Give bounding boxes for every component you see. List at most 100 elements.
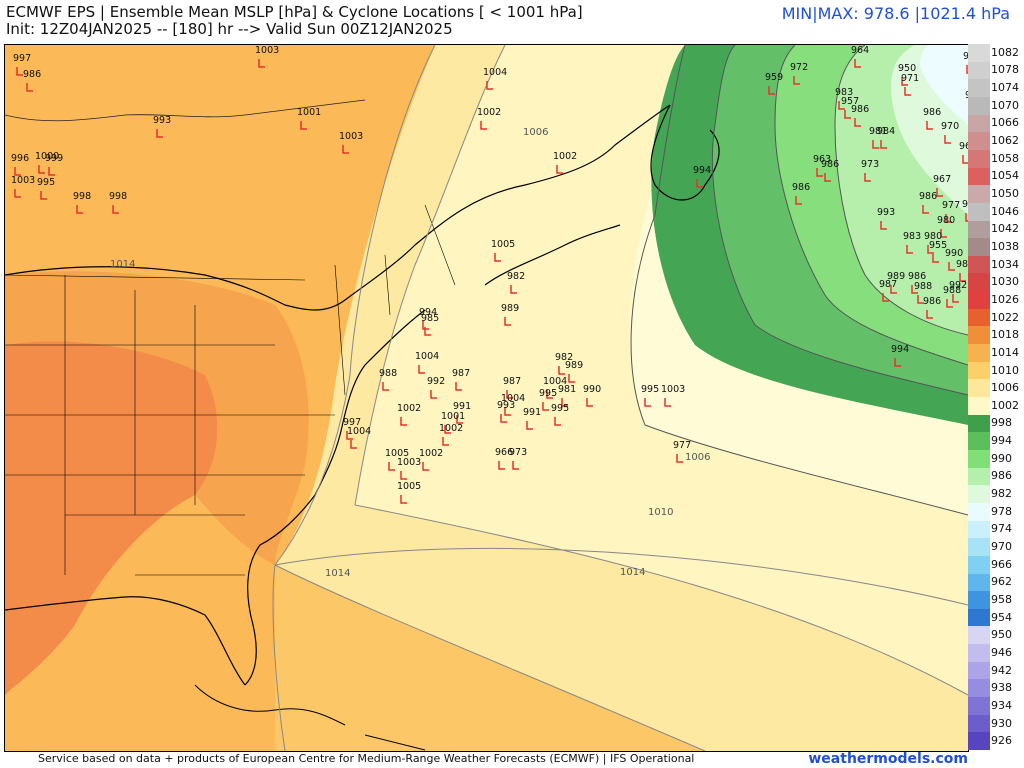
cyclone-pressure-label: 993 (497, 400, 515, 411)
legend-label: 950 (991, 628, 1012, 642)
cyclone-pressure-label: 1003 (339, 131, 363, 142)
cyclone-marker: 987 (879, 279, 897, 302)
cyclone-marker: 986 (851, 104, 869, 127)
cyclone-marker: 1001 (297, 107, 321, 130)
cyclone-marker: 981 (869, 126, 887, 149)
low-pressure-symbol (542, 402, 549, 411)
cyclone-pressure-label: 1002 (553, 151, 577, 162)
cyclone-marker: 997 (13, 53, 31, 76)
cyclone-pressure-label: 957 (841, 96, 859, 107)
cyclone-marker: 988 (379, 368, 397, 391)
low-pressure-symbol (894, 358, 901, 367)
legend-swatch (968, 255, 990, 274)
legend-label: 1010 (991, 363, 1019, 377)
cyclone-pressure-label: 997 (343, 417, 361, 428)
cyclone-pressure-label: 996 (11, 153, 29, 164)
cuba (194, 684, 346, 726)
cyclone-pressure-label: 1004 (415, 351, 439, 362)
low-pressure-symbol (932, 254, 939, 263)
low-pressure-symbol (864, 173, 871, 182)
low-pressure-symbol (456, 415, 463, 424)
cyclone-pressure-label: 995 (37, 177, 55, 188)
low-pressure-symbol (156, 129, 163, 138)
cyclone-marker: 1002 (397, 403, 421, 426)
cyclone-pressure-label: 982 (507, 271, 525, 282)
cyclone-pressure-label: 987 (503, 376, 521, 387)
low-pressure-symbol (906, 245, 913, 254)
cyclone-pressure-label: 950 (898, 63, 916, 74)
cyclone-pressure-label: 986 (923, 107, 941, 118)
cyclone-marker: 992 (427, 376, 445, 399)
low-pressure-symbol (500, 414, 507, 423)
low-pressure-symbol (965, 213, 968, 222)
cyclone-marker: 986 (923, 107, 941, 130)
cyclone-pressure-label: 986 (919, 191, 937, 202)
cyclone-marker: 989 (887, 271, 905, 294)
cyclone-marker: 981 (558, 384, 576, 407)
low-pressure-symbol (430, 390, 437, 399)
cyclone-marker: 986 (908, 271, 926, 294)
cyclone-marker: 1003 (661, 384, 685, 407)
cyclone-pressure-label: 984 (877, 126, 895, 137)
cyclone-marker: 986 (792, 182, 810, 205)
low-pressure-symbol (342, 145, 349, 154)
cyclone-marker: 988 (914, 281, 932, 304)
cyclone-pressure-label: 1005 (385, 448, 409, 459)
cyclone-marker: 977 (673, 440, 691, 463)
legend-swatch (968, 679, 990, 698)
cyclone-marker: 986 (919, 191, 937, 214)
cyclone-marker: 995 (641, 384, 659, 407)
low-pressure-symbol (556, 165, 563, 174)
cyclone-pressure-label: 994 (419, 307, 437, 318)
legend-swatch (968, 449, 990, 469)
low-pressure-symbol (959, 273, 966, 282)
map-title: ECMWF EPS | Ensemble Mean MSLP [hPa] & C… (6, 4, 583, 38)
low-pressure-symbol (586, 398, 593, 407)
cyclone-pressure-label: 1000 (35, 151, 59, 162)
cyclone-pressure-label: 989 (501, 303, 519, 314)
legend-swatch (968, 608, 990, 627)
cyclone-pressure-label: 986 (23, 69, 41, 80)
band-978 (920, 45, 968, 125)
cyclone-marker: 994 (693, 165, 711, 188)
low-pressure-symbol (824, 173, 831, 182)
low-pressure-symbol (26, 83, 33, 92)
cyclone-marker: 987 (452, 368, 470, 391)
cyclone-pressure-label: 994 (891, 344, 909, 355)
cyclone-pressure-label: 998 (73, 191, 91, 202)
cyclone-marker: 1005 (385, 448, 409, 471)
low-pressure-symbol (901, 77, 908, 86)
cyclone-marker: 1002 (477, 107, 501, 130)
low-pressure-symbol (696, 179, 703, 188)
legend-swatch (968, 308, 990, 327)
low-pressure-symbol (644, 398, 651, 407)
cyclone-pressure-label: 973 (509, 447, 527, 458)
cyclone-marker: 971 (901, 73, 919, 96)
legend-swatch (968, 644, 990, 663)
low-pressure-symbol (568, 374, 575, 383)
brand-link[interactable]: weathermodels.com (808, 751, 968, 767)
legend-swatch (968, 273, 990, 292)
cyclone-pressure-label: 972 (790, 62, 808, 73)
low-pressure-symbol (880, 140, 887, 149)
isobar-label: 1006 (685, 452, 710, 463)
cyclone-pressure-label: 1005 (491, 239, 515, 250)
cyclone-marker: 957 (841, 96, 859, 119)
legend-swatch (968, 291, 990, 310)
low-pressure-symbol (442, 437, 449, 446)
low-pressure-symbol (422, 321, 429, 330)
low-pressure-symbol (300, 121, 307, 130)
legend-label: 1002 (991, 398, 1019, 412)
low-pressure-symbol (506, 390, 513, 399)
cyclone-marker: 959 (765, 72, 783, 95)
low-pressure-symbol (258, 59, 265, 68)
cyclone-pressure-label: 981 (558, 384, 576, 395)
low-pressure-symbol (400, 417, 407, 426)
cyclone-marker: 990 (583, 384, 601, 407)
cyclone-pressure-label: 959 (765, 72, 783, 83)
low-pressure-symbol (480, 121, 487, 130)
cyclone-pressure-label: 986 (792, 182, 810, 193)
cyclone-pressure-label: 966 (495, 447, 513, 458)
cyclone-pressure-label: 988 (379, 368, 397, 379)
legend-swatch (968, 44, 990, 63)
